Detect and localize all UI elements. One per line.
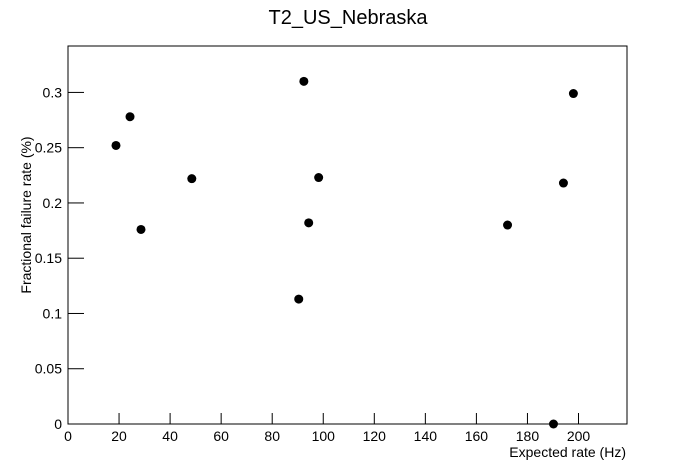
y-tick-label: 0.05 — [35, 361, 62, 377]
data-point — [548, 419, 558, 429]
x-tick-label: 20 — [111, 428, 127, 444]
data-point — [136, 224, 146, 234]
data-point — [125, 112, 135, 122]
y-tick-label: 0 — [54, 416, 62, 432]
data-point — [503, 220, 513, 230]
y-tick-label: 0.25 — [35, 140, 62, 156]
data-point — [558, 178, 568, 188]
x-tick-label: 40 — [162, 428, 178, 444]
data-point — [568, 89, 578, 99]
x-tick-label: 0 — [64, 428, 72, 444]
chart-title: T2_US_Nebraska — [269, 7, 429, 29]
data-point — [304, 218, 314, 228]
plot-frame — [67, 45, 628, 425]
y-tick-label: 0.15 — [35, 250, 62, 266]
x-tick-label: 120 — [363, 428, 387, 444]
y-tick-label: 0.3 — [43, 84, 63, 100]
x-tick-label: 160 — [465, 428, 489, 444]
x-tick-label: 140 — [414, 428, 438, 444]
x-tick-label: 200 — [567, 428, 591, 444]
data-point — [111, 140, 121, 150]
x-tick-label: 180 — [516, 428, 540, 444]
data-point — [294, 294, 304, 304]
x-tick-label: 80 — [264, 428, 280, 444]
y-axis-label: Fractional failure rate (%) — [18, 136, 34, 293]
data-point — [187, 174, 197, 184]
data-point — [299, 76, 309, 86]
y-tick-label: 0.1 — [43, 305, 63, 321]
x-tick-label: 100 — [312, 428, 336, 444]
x-tick-label: 60 — [213, 428, 229, 444]
data-point — [314, 173, 324, 183]
y-tick-label: 0.2 — [43, 195, 63, 211]
x-axis-label: Expected rate (Hz) — [509, 444, 626, 460]
